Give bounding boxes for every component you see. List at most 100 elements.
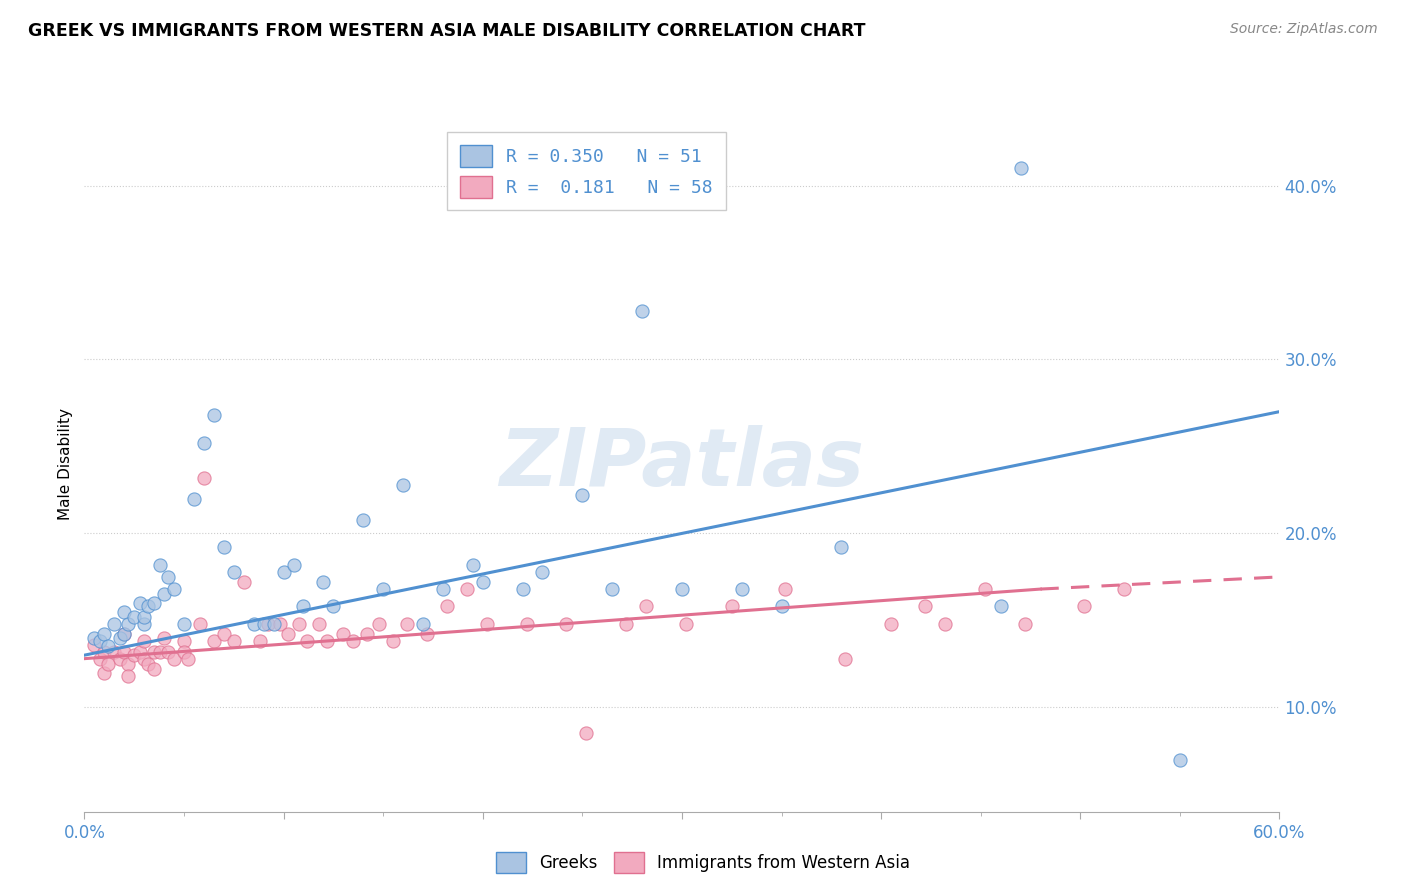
Point [322,599,344,614]
Point [83,638,105,652]
Point [112,627,135,641]
Point [132,616,156,631]
Text: ZIPatlas: ZIPatlas [499,425,865,503]
Point [432,582,454,596]
Point [173,634,195,648]
Point [202,634,225,648]
Point [276,627,298,641]
Point [412,616,434,631]
Point [129,596,152,610]
Point [297,634,319,648]
Legend: R = 0.350   N = 51, R =  0.181   N = 58: R = 0.350 N = 51, R = 0.181 N = 58 [447,132,725,211]
Point [371,582,394,596]
Point [356,627,378,641]
Point [122,648,145,662]
Point [316,634,339,648]
Point [83,631,105,645]
Point [222,634,245,648]
Point [292,599,315,614]
Point [631,303,654,318]
Point [1073,599,1095,614]
Point [461,558,484,572]
Point [93,627,115,641]
Point [136,599,159,614]
Legend: Greeks, Immigrants from Western Asia: Greeks, Immigrants from Western Asia [489,846,917,880]
Point [471,575,494,590]
Point [117,616,139,631]
Point [89,651,111,665]
Point [103,616,125,631]
Point [880,616,903,631]
Point [212,627,235,641]
Point [163,582,186,596]
Point [914,599,936,614]
Point [112,645,135,659]
Point [93,645,115,659]
Point [136,657,159,671]
Point [143,662,166,676]
Point [382,634,405,648]
Point [256,616,278,631]
Point [671,582,693,596]
Point [222,565,245,579]
Point [173,616,195,631]
Point [193,436,215,450]
Point [731,582,754,596]
Point [132,610,156,624]
Point [110,651,132,665]
Point [157,645,180,659]
Point [1114,582,1136,596]
Point [555,616,578,631]
Point [193,471,215,485]
Point [212,541,235,555]
Point [1010,161,1032,176]
Point [112,605,135,619]
Point [183,491,205,506]
Point [352,512,374,526]
Point [242,616,264,631]
Point [834,651,856,665]
Point [93,665,115,680]
Point [775,582,797,596]
Point [188,616,211,631]
Point [308,616,330,631]
Point [117,657,139,671]
Text: GREEK VS IMMIGRANTS FROM WESTERN ASIA MALE DISABILITY CORRELATION CHART: GREEK VS IMMIGRANTS FROM WESTERN ASIA MA… [28,22,866,40]
Point [122,610,145,624]
Point [288,616,311,631]
Point [97,640,120,654]
Text: Source: ZipAtlas.com: Source: ZipAtlas.com [1230,22,1378,37]
Point [153,587,176,601]
Point [249,634,271,648]
Point [253,616,276,631]
Point [934,616,956,631]
Point [117,669,139,683]
Point [973,582,995,596]
Point [110,631,132,645]
Point [97,657,120,671]
Point [143,645,166,659]
Point [990,599,1012,614]
Point [571,488,593,502]
Point [456,582,478,596]
Point [273,565,295,579]
Point [89,634,111,648]
Point [129,645,152,659]
Point [173,645,195,659]
Point [392,477,415,491]
Point [153,631,176,645]
Point [177,651,200,665]
Point [132,651,156,665]
Point [1014,616,1036,631]
Point [132,634,156,648]
Point [342,634,364,648]
Point [149,645,172,659]
Point [416,627,439,641]
Point [396,616,419,631]
Point [516,616,538,631]
Point [163,651,186,665]
Point [143,596,166,610]
Point [675,616,697,631]
Point [312,575,335,590]
Point [531,565,554,579]
